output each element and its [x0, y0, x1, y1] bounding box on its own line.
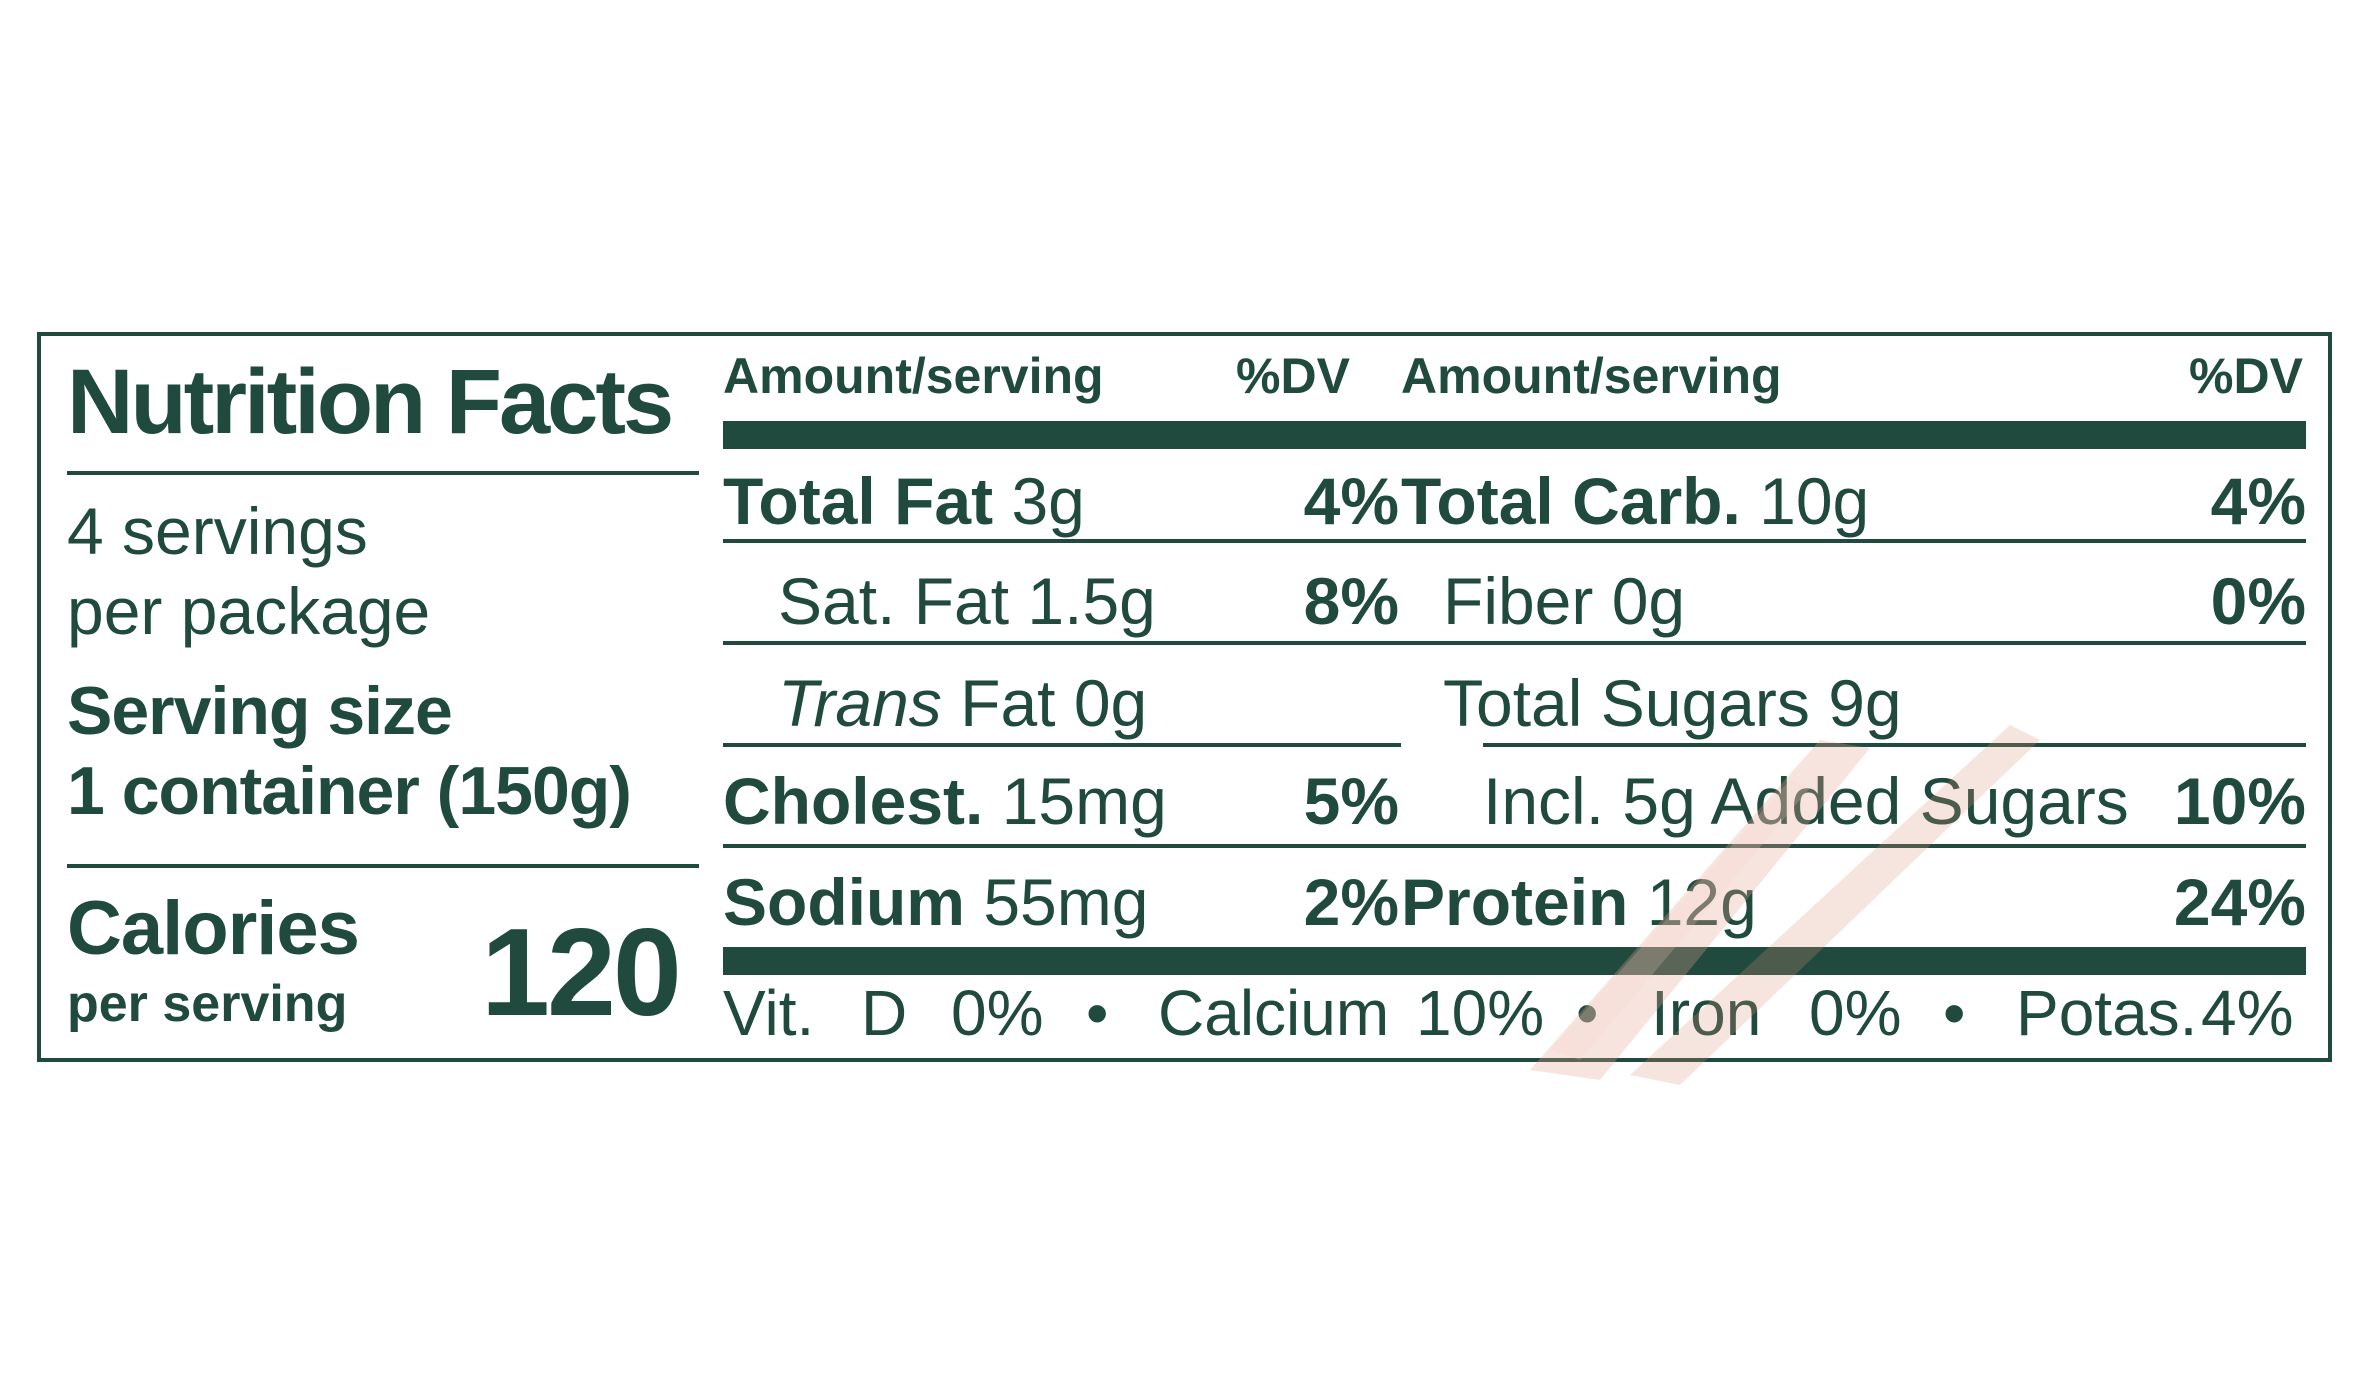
col1-row-total-fat: Total Fat 3g [723, 468, 1085, 534]
servings-per-package: 4 servings per package [67, 491, 430, 651]
fiber-name: Fiber 0g [1443, 564, 1686, 638]
sodium-amount: 55mg [983, 865, 1149, 939]
serving-size-value: 1 container (150g) [67, 753, 632, 829]
col1-row-sodium: Sodium 55mg [723, 869, 1148, 935]
footer-sep-3: • [1943, 977, 1966, 1049]
footer-vit: Vit. [723, 977, 815, 1049]
fiber-dv: 0% [2210, 564, 2306, 638]
col1-rule-2 [723, 641, 1401, 645]
col2-rule-3 [1483, 743, 2306, 747]
col2-rule-4 [1401, 844, 2306, 848]
calories-label: Calories [67, 886, 360, 971]
col2-row-protein: Protein 12g [1401, 869, 1757, 935]
col2-bottom-bar [1401, 947, 2306, 975]
protein-amount: 12g [1646, 865, 1757, 939]
footer-iron-dv: 0% [1809, 977, 1902, 1049]
trans-fat-italic: Trans [778, 666, 942, 740]
footer-sep-1: • [1086, 977, 1109, 1049]
footer-d: D [861, 977, 908, 1049]
protein-dv: 24% [2173, 865, 2306, 939]
calories-value: 120 [481, 904, 682, 1042]
total-fat-amount: 3g [1011, 464, 1085, 538]
nutrition-facts-label: Nutrition Facts 4 servings per package S… [37, 332, 2332, 1062]
cholest-name: Cholest. [723, 764, 984, 838]
col2-header-dv: %DV [2189, 348, 2303, 404]
col1-rule-4 [723, 844, 1401, 848]
total-fat-name: Total Fat [723, 464, 994, 538]
total-fat-dv: 4% [1303, 464, 1399, 538]
col1-row-cholest: Cholest. 15mg [723, 768, 1167, 834]
col2-rule-2 [1401, 641, 2306, 645]
footer-iron: Iron [1651, 977, 1762, 1049]
sat-fat-name: Sat. Fat 1.5g [778, 564, 1156, 638]
serving-size: Serving size 1 container (150g) [67, 671, 632, 831]
serving-size-label: Serving size [67, 673, 453, 749]
col1-rule-1 [723, 539, 1401, 543]
total-carb-name: Total Carb. [1401, 464, 1741, 538]
col1-header-dv: %DV [1236, 348, 1350, 404]
col1-rule-3 [723, 743, 1401, 747]
total-carb-amount: 10g [1759, 464, 1870, 538]
footer-sep-2: • [1576, 977, 1599, 1049]
title-rule [67, 471, 699, 475]
servings-line-1: 4 servings [67, 494, 368, 568]
servings-line-2: per package [67, 574, 431, 648]
col1-header-amount: Amount/serving [723, 348, 1104, 404]
footer-calcium-dv: 10% [1416, 977, 1545, 1049]
col1-bottom-bar [723, 947, 1401, 975]
cholest-amount: 15mg [1001, 764, 1167, 838]
footer-calcium: Calcium [1158, 977, 1390, 1049]
sodium-dv: 2% [1303, 865, 1399, 939]
footer-vitd-dv: 0% [951, 977, 1044, 1049]
col2-header-bar [1401, 421, 2306, 449]
footer-potas: Potas. [2016, 977, 2198, 1049]
col2-rule-1 [1401, 539, 2306, 543]
added-sugars-name: Incl. 5g Added Sugars [1483, 764, 2129, 838]
col2-row-total-carb: Total Carb. 10g [1401, 468, 1869, 534]
col2-header-amount: Amount/serving [1401, 348, 1782, 404]
added-sugars-dv: 10% [2173, 764, 2306, 838]
col1-header-bar [723, 421, 1401, 449]
total-sugars-name: Total Sugars 9g [1443, 666, 1902, 740]
protein-name: Protein [1401, 865, 1629, 939]
cholest-dv: 5% [1303, 764, 1399, 838]
sodium-name: Sodium [723, 865, 965, 939]
calories-per-serving: per serving [67, 975, 348, 1033]
total-carb-dv: 4% [2210, 464, 2306, 538]
trans-fat-name: Fat 0g [960, 666, 1148, 740]
footer-potas-dv: 4% [2201, 977, 2294, 1049]
trans-fat-row: Trans Fat 0g [778, 670, 1147, 736]
calories-rule [67, 864, 699, 868]
sat-fat-dv: 8% [1303, 564, 1399, 638]
nutrition-facts-title: Nutrition Facts [67, 351, 674, 453]
